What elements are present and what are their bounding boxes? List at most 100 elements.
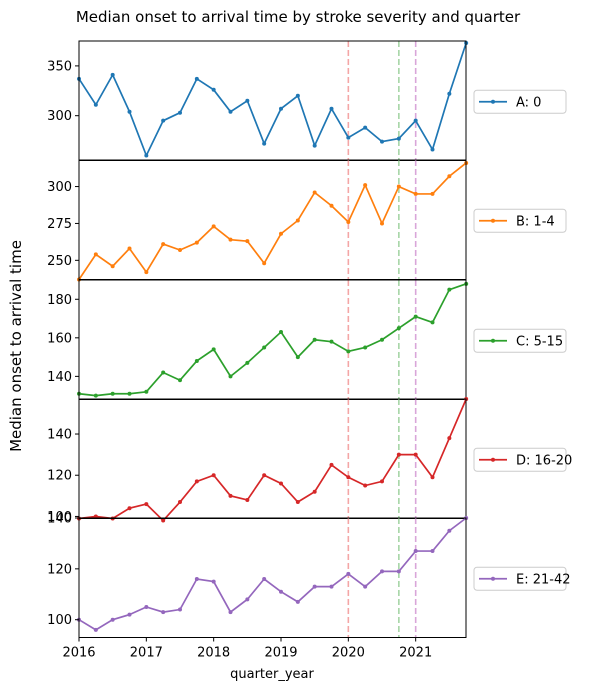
data-point [144,153,149,158]
data-point [396,326,401,331]
legend-4: E: 21-42 [473,566,571,591]
y-tick-label: 250 [47,254,72,269]
data-point [245,360,250,365]
data-point [110,264,115,269]
panel-3: 100 120 140 D: 16-20 [47,397,572,525]
data-point [93,627,98,632]
x-axis-label: quarter_year [230,667,314,682]
data-point [279,481,284,486]
data-point [312,489,317,494]
y-tick-label: 100 [47,613,72,628]
data-point [144,604,149,609]
data-point [178,500,183,505]
data-point [346,219,351,224]
legend-label: A: 0 [516,95,541,110]
data-point [279,231,284,236]
data-point [110,617,115,622]
data-point [262,261,267,266]
panel-4: 100 120 140 E: 21-42 [47,512,571,638]
y-tick-label: 180 [47,293,72,308]
y-tick-label: 160 [47,331,72,346]
data-point [110,391,115,396]
panel-frame [78,159,467,280]
data-point [245,497,250,502]
data-point [447,436,452,441]
data-point [380,221,385,226]
chart-title: Median onset to arrival time by stroke s… [76,8,521,26]
data-point [447,528,452,533]
data-point [279,589,284,594]
legend-marker [491,218,495,223]
data-point [144,389,149,394]
x-tick-label: 2021 [399,646,432,661]
series-line [78,398,467,522]
panel-2: 140 160 180 C: 5-15 [47,279,567,400]
data-point [178,110,183,115]
legend-label: C: 5-15 [516,334,563,349]
panel-1: 250 275 300 B: 1-4 [47,159,567,282]
y-tick-label: 140 [47,512,72,527]
data-point [144,270,149,275]
x-tick-label: 2016 [62,646,95,661]
data-point [380,337,385,342]
data-point [228,109,233,114]
data-point [178,607,183,612]
legend-box [473,447,567,472]
data-point [447,174,452,179]
data-point [363,584,368,589]
data-point [396,452,401,457]
panel-0: 300 350 A: 0 [47,40,567,161]
data-point [380,479,385,484]
data-point [127,506,132,511]
data-point [396,569,401,574]
data-point [295,93,300,98]
data-point [329,106,334,111]
data-point [329,203,334,208]
legend-label: E: 21-42 [516,572,571,587]
data-point [93,102,98,107]
legend-box [473,566,567,591]
data-point [380,139,385,144]
data-point [228,610,233,615]
data-point [161,610,166,615]
data-point [413,191,418,196]
data-point [127,109,132,114]
data-point [262,473,267,478]
data-point [329,462,334,467]
panel-frame [78,40,467,161]
data-point [194,76,199,81]
data-point [194,358,199,363]
data-point [144,502,149,507]
chart-panels: 300 350 A: 0 250 275 300 B: 1-4 140 160 180 C: 5-1… [47,40,572,661]
legend-label: D: 16-20 [516,453,572,468]
legend-box [473,208,567,233]
data-point [127,391,132,396]
legend-0: A: 0 [473,89,567,114]
legend-box [473,328,567,353]
y-tick-label: 140 [47,370,72,385]
data-point [312,337,317,342]
y-axis-label: Median onset to arrival time [7,240,25,452]
data-point [447,91,452,96]
data-point [194,479,199,484]
data-point [363,125,368,130]
data-point [413,314,418,319]
data-point [211,87,216,92]
data-point [245,98,250,103]
data-point [413,549,418,554]
data-point [363,483,368,488]
y-tick-label: 120 [47,562,72,577]
data-point [413,118,418,123]
series-line [78,162,467,280]
data-point [396,184,401,189]
series-line [78,42,467,158]
legend-2: C: 5-15 [473,328,567,353]
data-point [262,577,267,582]
data-point [93,393,98,398]
x-tick-label: 2019 [264,646,297,661]
data-point [312,143,317,148]
data-point [295,599,300,604]
data-point [110,72,115,77]
data-point [346,571,351,576]
